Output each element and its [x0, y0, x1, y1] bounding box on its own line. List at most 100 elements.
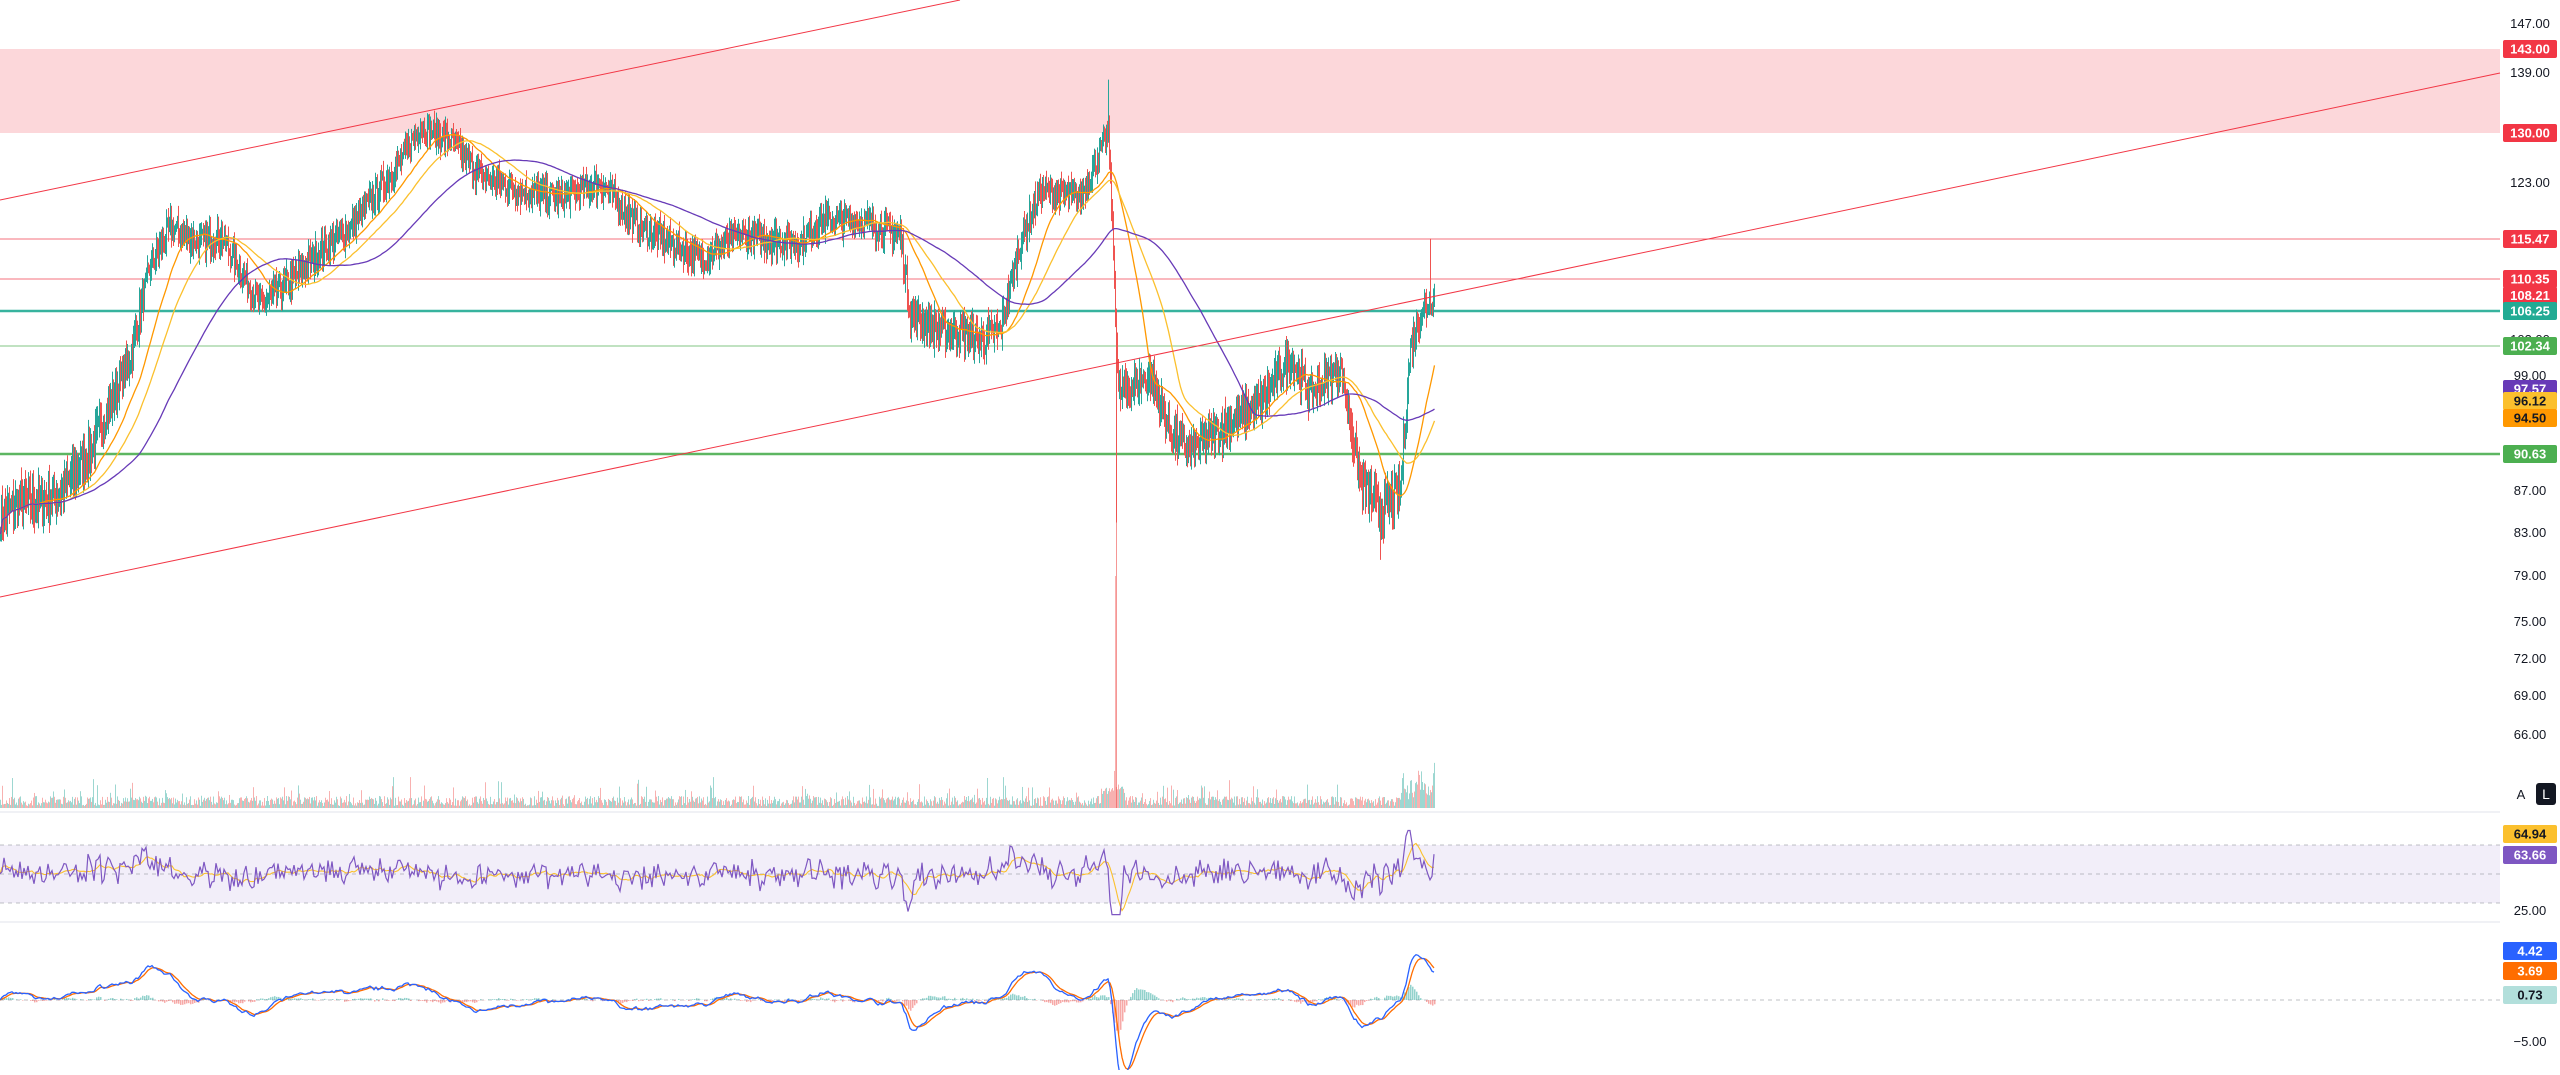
volume-bar: [174, 804, 175, 808]
volume-bar: [920, 802, 921, 808]
volume-bar: [546, 801, 547, 808]
volume-bar: [480, 796, 481, 808]
macd-histogram-bar: [1172, 1000, 1174, 1002]
volume-bar: [947, 793, 948, 808]
volume-bar: [355, 803, 356, 808]
macd-histogram-bar: [318, 1000, 320, 1001]
volume-bar: [1421, 771, 1422, 808]
macd-histogram-bar: [386, 1000, 388, 1001]
macd-histogram-bar: [1066, 1000, 1068, 1002]
volume-bar: [1328, 802, 1329, 808]
volume-bar: [536, 800, 537, 808]
badge-label: 63.66: [2514, 848, 2547, 863]
macd-histogram-bar: [1238, 998, 1240, 1000]
macd-histogram-bar: [12, 998, 14, 1000]
macd-histogram-bar: [1120, 1000, 1122, 1030]
macd-histogram-bar: [694, 999, 696, 1000]
volume-bar: [390, 798, 391, 808]
volume-bar: [1051, 800, 1052, 808]
macd-histogram-bar: [688, 1000, 690, 1001]
macd-histogram-bar: [1412, 987, 1414, 1000]
volume-bar: [1408, 799, 1409, 808]
macd-histogram-bar: [1272, 999, 1274, 1000]
volume-bar: [1127, 805, 1128, 808]
macd-histogram-bar: [554, 1000, 556, 1001]
macd-histogram-bar: [1398, 996, 1400, 1000]
macd-histogram-bar: [424, 1000, 426, 1001]
volume-bar: [111, 798, 112, 808]
volume-bar: [1342, 806, 1343, 808]
volume-bar: [311, 798, 312, 808]
macd-histogram-bar: [478, 1000, 480, 1001]
volume-bar: [1115, 576, 1116, 808]
volume-bar: [535, 805, 536, 808]
macd-tick-label: −5.00: [2514, 1034, 2547, 1049]
volume-bar: [1322, 804, 1323, 808]
volume-bar: [1417, 785, 1418, 808]
volume-bar: [1219, 799, 1220, 808]
volume-bar: [817, 805, 818, 808]
volume-bar: [301, 804, 302, 808]
macd-histogram-bar: [1098, 998, 1100, 1000]
volume-bar: [943, 805, 944, 808]
log-scale-button[interactable]: L: [2536, 783, 2556, 805]
volume-bar: [487, 801, 488, 808]
volume-bar: [835, 803, 836, 808]
volume-bar: [986, 798, 987, 808]
macd-histogram-bar: [288, 999, 290, 1000]
volume-bar: [209, 800, 210, 808]
volume-bar: [1422, 782, 1423, 808]
macd-histogram-bar: [1176, 999, 1178, 1000]
volume-bar: [1092, 804, 1093, 808]
macd-histogram-bar: [970, 999, 972, 1000]
volume-bar: [1368, 799, 1369, 808]
volume-bar: [482, 804, 483, 808]
volume-bar: [210, 797, 211, 808]
macd-histogram-bar: [150, 998, 152, 1000]
volume-bar: [27, 806, 28, 808]
volume-bar: [883, 798, 884, 808]
volume-bar: [1269, 803, 1270, 808]
volume-bar: [606, 802, 607, 808]
volume-bar: [44, 802, 45, 808]
volume-bar: [821, 803, 822, 808]
macd-histogram-bar: [298, 998, 300, 1000]
macd-histogram-bar: [1190, 999, 1192, 1000]
volume-bar: [929, 805, 930, 808]
volume-bar: [95, 803, 96, 808]
price-tick-label: 139.00: [2510, 65, 2550, 80]
volume-bar: [290, 799, 291, 808]
volume-bar: [97, 785, 98, 808]
volume-bar: [69, 801, 70, 808]
volume-bar: [1112, 788, 1113, 808]
volume-bar: [1132, 796, 1133, 808]
macd-histogram-bar: [1194, 999, 1196, 1000]
volume-bar: [258, 804, 259, 808]
volume-bar: [1050, 803, 1051, 808]
auto-scale-button[interactable]: A: [2517, 787, 2526, 802]
volume-bar: [239, 798, 240, 808]
volume-bar: [1175, 798, 1176, 808]
volume-bar: [921, 801, 922, 808]
volume-bar: [117, 796, 118, 808]
volume-bar: [736, 803, 737, 808]
volume-bar: [549, 801, 550, 808]
volume-bar: [477, 802, 478, 808]
volume-bar: [1162, 797, 1163, 808]
volume-bar: [1071, 798, 1072, 808]
macd-histogram-bar: [642, 1000, 644, 1001]
volume-bar: [781, 804, 782, 808]
volume-bar: [714, 798, 715, 808]
volume-bar: [1302, 802, 1303, 808]
volume-bar: [1254, 803, 1255, 808]
macd-histogram-bar: [1144, 990, 1146, 1000]
volume-bar: [289, 797, 290, 808]
volume-bar: [596, 800, 597, 808]
macd-histogram-bar: [692, 999, 694, 1000]
macd-histogram-bar: [1146, 992, 1148, 1000]
volume-bar: [559, 805, 560, 808]
volume-bar: [712, 798, 713, 808]
volume-bar: [266, 801, 267, 808]
